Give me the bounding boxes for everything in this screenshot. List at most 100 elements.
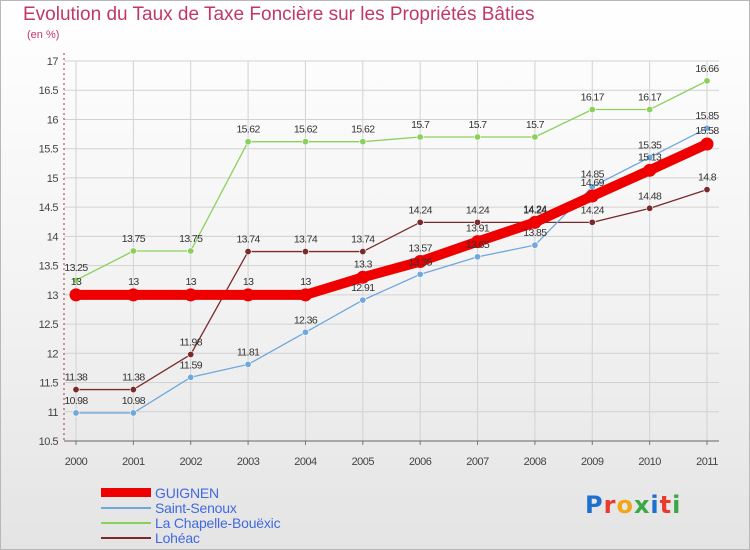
- x-tick-label: 2007: [466, 456, 489, 468]
- data-label: 13.91: [466, 223, 490, 235]
- data-point: [588, 218, 596, 226]
- data-label: 15.62: [351, 124, 375, 136]
- logo-letter: i: [650, 491, 660, 519]
- y-tick-label: 11.5: [39, 378, 58, 390]
- y-tick-label: 12: [47, 348, 59, 360]
- y-tick-label: 15: [47, 173, 59, 185]
- data-point: [703, 186, 711, 194]
- y-tick-label: 11: [48, 407, 59, 419]
- x-tick-label: 2008: [524, 456, 547, 468]
- data-label: 16.17: [581, 92, 605, 104]
- data-point: [703, 77, 711, 85]
- data-point: [187, 350, 195, 358]
- data-point: [474, 133, 482, 141]
- series-line: [76, 188, 708, 391]
- y-tick-label: 10.5: [39, 436, 59, 448]
- legend-item-saint-senoux: Saint-Senoux: [101, 500, 280, 516]
- data-label: 16.17: [638, 92, 662, 104]
- data-point: [72, 409, 80, 417]
- data-label: 11.81: [237, 346, 260, 358]
- data-point: [244, 138, 252, 146]
- data-point: [244, 360, 252, 368]
- y-tick-label: 13.5: [39, 261, 59, 273]
- data-label: 13.65: [466, 239, 490, 251]
- data-label: 10.98: [122, 395, 146, 407]
- y-tick-label: 17: [47, 56, 59, 68]
- data-point: [474, 253, 482, 261]
- data-point: [129, 247, 137, 255]
- legend-label: GUIGNEN: [155, 484, 219, 501]
- logo-letter: o: [616, 491, 634, 519]
- legend-item-loheac: Lohéac: [101, 529, 280, 546]
- x-tick-label: 2009: [581, 456, 604, 468]
- x-tick-label: 2003: [237, 456, 260, 468]
- data-labels: 13 13 13 13 1313.313.5713.9114.2414.6915.131…: [64, 63, 720, 407]
- data-label: 15.7: [469, 119, 488, 131]
- legend-swatch: [101, 521, 151, 524]
- x-tick-label: 2004: [294, 456, 317, 468]
- data-label: 13.3: [354, 258, 373, 270]
- data-label: 14.85: [581, 169, 605, 181]
- data-label: 13.74: [236, 234, 260, 246]
- legend-swatch: [101, 506, 151, 509]
- y-tick-label: 16.5: [39, 85, 59, 97]
- data-label: 13.74: [294, 234, 318, 246]
- data-label: 11.59: [179, 359, 202, 371]
- data-point: [244, 248, 252, 256]
- y-tick-label: 15.5: [39, 144, 59, 156]
- data-label: 11.38: [122, 372, 145, 384]
- data-point: [126, 288, 140, 302]
- x-tick-label: 2005: [352, 456, 375, 468]
- logo-letter: t: [659, 491, 673, 519]
- data-label: 13: [185, 276, 196, 288]
- x-tick-label: 2011: [696, 456, 718, 468]
- data-label: 12.36: [294, 314, 318, 326]
- logo-letter: P: [585, 491, 604, 519]
- data-point: [129, 409, 137, 417]
- series-lines: [69, 77, 714, 417]
- legend-swatch: [101, 536, 151, 539]
- data-label: 14.24: [466, 204, 490, 216]
- data-point: [528, 215, 542, 229]
- data-point: [585, 189, 599, 203]
- data-label: 14.24: [523, 204, 547, 216]
- data-point: [72, 386, 80, 394]
- data-label: 15.85: [695, 110, 719, 122]
- data-label: 13.25: [64, 262, 88, 274]
- data-label: 15.35: [638, 139, 662, 151]
- logo-letter: x: [633, 491, 651, 519]
- data-point: [416, 218, 424, 226]
- data-label: 13.75: [179, 233, 203, 245]
- data-label: 13.35: [409, 256, 433, 268]
- legend-label: Lohéac: [155, 529, 200, 546]
- data-label: 13.75: [122, 233, 146, 245]
- data-label: 13: [128, 276, 139, 288]
- data-label: 11.38: [65, 372, 88, 384]
- data-label: 14.48: [638, 190, 662, 202]
- data-point: [301, 248, 309, 256]
- legend-label: La Chapelle-Bouëxic: [155, 514, 281, 531]
- legend-swatch: [101, 488, 151, 497]
- data-label: 13: [71, 276, 82, 288]
- data-point: [413, 255, 427, 269]
- y-tick-label: 13: [47, 290, 59, 302]
- data-label: 15.7: [411, 119, 430, 131]
- x-tick-label: 2002: [179, 456, 202, 468]
- data-point: [72, 276, 80, 284]
- data-point: [531, 241, 539, 249]
- axes: 10.5 11 11.5 12 12.5 13 13.5 14 14.5 15 15.5 16 16.5…: [39, 53, 719, 468]
- data-point: [416, 133, 424, 141]
- data-point: [646, 106, 654, 114]
- logo-letter: r: [603, 491, 617, 519]
- data-label: 13.74: [351, 234, 375, 246]
- data-label: 15.62: [294, 124, 318, 136]
- y-tick-label: 14.5: [39, 202, 59, 214]
- data-point: [359, 296, 367, 304]
- data-label: 15.58: [695, 125, 719, 137]
- y-tick-label: 12.5: [39, 319, 59, 331]
- data-point: [129, 386, 137, 394]
- data-label: 16.66: [695, 63, 719, 75]
- legend-item-guignen: GUIGNEN: [101, 484, 280, 501]
- data-label: 15.62: [236, 124, 260, 136]
- legend: GUIGNEN Saint-Senoux La Chapelle-Bouëxic…: [101, 484, 281, 546]
